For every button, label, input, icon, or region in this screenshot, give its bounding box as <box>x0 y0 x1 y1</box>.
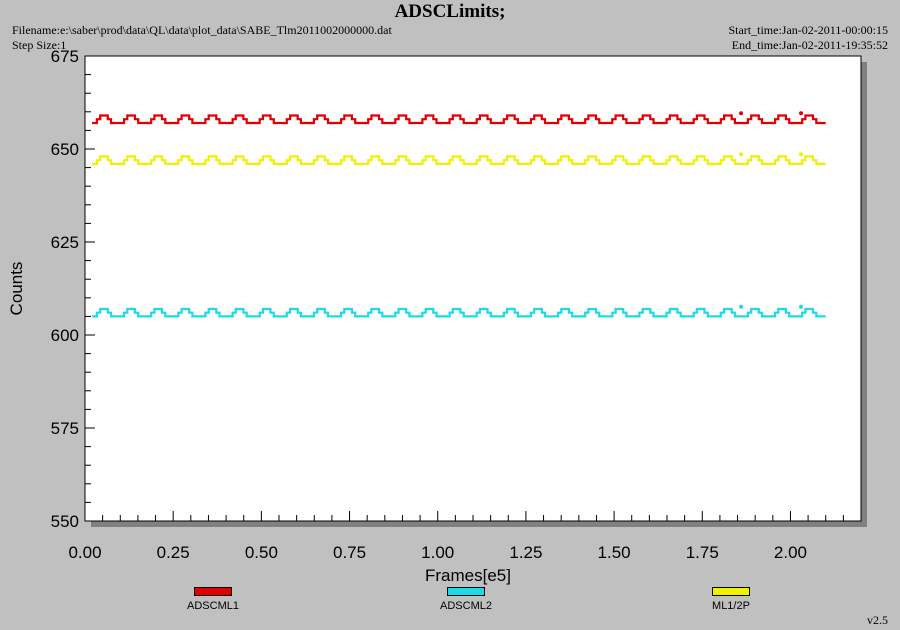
x-tick-label: 1.25 <box>509 543 542 562</box>
x-tick-label: 0.75 <box>333 543 366 562</box>
x-tick-label: 0.25 <box>157 543 190 562</box>
x-tick-label: 1.50 <box>598 543 631 562</box>
legend-item-adscml2: ADSCML2 <box>421 587 511 612</box>
series-spike-2-1 <box>799 152 804 157</box>
series-spike-0-0 <box>739 111 744 116</box>
step-size-label: Step Size:1 <box>12 38 67 52</box>
series-spike-1-1 <box>799 304 804 309</box>
series-spike-1-0 <box>739 304 744 309</box>
legend-swatch-ml12p <box>712 587 750 596</box>
x-tick-label: 2.00 <box>774 543 807 562</box>
y-tick-label: 650 <box>51 140 79 159</box>
x-axis-label: Frames[e5] <box>425 566 511 585</box>
legend-label-adscml1: ADSCML1 <box>187 600 239 612</box>
legend-item-ml12p: ML1/2P <box>686 587 776 612</box>
legend-label-adscml2: ADSCML2 <box>440 600 492 612</box>
y-tick-label: 600 <box>51 326 79 345</box>
filename-label: Filename:e:\saber\prod\data\QL\data\plot… <box>12 23 392 37</box>
chart-title: ADSCLimits; <box>394 1 506 22</box>
series-line-0 <box>92 114 826 125</box>
x-tick-label: 1.00 <box>421 543 454 562</box>
version-label: v2.5 <box>867 613 888 627</box>
x-tick-label: 0.00 <box>68 543 101 562</box>
x-tick-label: 1.75 <box>686 543 719 562</box>
series-line-1 <box>92 307 826 318</box>
x-tick-label: 0.50 <box>245 543 278 562</box>
y-tick-label: 550 <box>51 512 79 531</box>
legend-swatch-adscml2 <box>447 587 485 596</box>
series-spike-2-0 <box>739 152 744 157</box>
plot-area <box>84 55 862 522</box>
y-axis-label: Counts <box>7 262 26 316</box>
y-tick-label: 575 <box>51 419 79 438</box>
legend-item-adscml1: ADSCML1 <box>168 587 258 612</box>
y-tick-label: 625 <box>51 233 79 252</box>
y-tick-label: 675 <box>51 47 79 66</box>
end-time-label: End_time:Jan-02-2011-19:35:52 <box>731 38 888 52</box>
legend-swatch-adscml1 <box>194 587 232 596</box>
series-spike-0-1 <box>799 111 804 116</box>
series-line-2 <box>92 155 826 165</box>
legend-label-ml12p: ML1/2P <box>712 600 750 612</box>
start-time-label: Start_time:Jan-02-2011-00:00:15 <box>728 23 888 37</box>
